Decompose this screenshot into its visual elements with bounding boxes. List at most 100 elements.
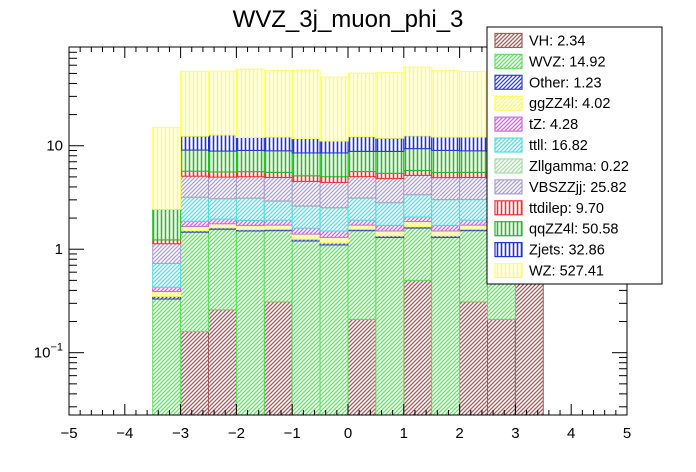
bar-vh-bin-1 (180, 331, 210, 416)
bar-ttll-bin-1 (180, 197, 210, 222)
bar-vbszzjj-bin-7 (347, 176, 377, 199)
bar-vh-bin-2 (208, 309, 237, 416)
x-tick-label: −5 (60, 425, 77, 442)
bar-wvz-bin-8 (375, 236, 405, 416)
bar-zjets-bin-4 (263, 136, 293, 152)
legend-swatch-tz (494, 116, 523, 132)
bar-ttdilep-bin-11 (459, 171, 489, 179)
bar-ttll-bin-9 (403, 194, 433, 218)
bar-zjets-bin-3 (235, 136, 265, 151)
bar-vh-bin-13 (514, 279, 544, 416)
bar-vbszzjj-bin-11 (459, 177, 489, 200)
bar-tz-bin-9 (403, 216, 433, 223)
bar-ttll-bin-2 (208, 198, 237, 220)
bar-ggzz4l-bin-11 (459, 224, 489, 230)
x-tick-label: 1 (400, 425, 408, 442)
bar-zjets-bin-2 (208, 134, 237, 152)
legend-swatch-wvz (494, 53, 523, 69)
bar-ttll-bin-11 (459, 199, 489, 221)
bar-zjets-bin-8 (375, 137, 405, 152)
bar-wz-bin-0 (152, 126, 182, 210)
bar-ttdilep-bin-3 (235, 171, 265, 178)
bar-qqzz4l-bin-0 (152, 208, 182, 241)
bar-ggzz4l-bin-10 (431, 230, 461, 237)
bar-vbszzjj-bin-6 (319, 181, 349, 209)
bar-qqzz4l-bin-3 (235, 149, 265, 173)
bar-tz-bin-7 (347, 219, 377, 226)
bar-tz-bin-4 (263, 219, 293, 226)
legend-label-zjets: Zjets: 32.86 (529, 243, 605, 259)
bar-wvz-bin-9 (403, 227, 433, 281)
bar-tz-bin-2 (208, 218, 237, 225)
bar-ggzz4l-bin-2 (208, 223, 237, 229)
bar-wz-bin-3 (235, 68, 265, 138)
bar-ttdilep-bin-9 (403, 169, 433, 176)
bar-wz-bin-5 (291, 69, 321, 140)
legend-label-qqzz4l: qqZZ4l: 50.58 (529, 222, 618, 238)
bar-vbszzjj-bin-1 (180, 175, 210, 198)
bar-zjets-bin-7 (347, 136, 377, 152)
chart-title: WVZ_3j_muon_phi_3 (233, 6, 464, 33)
bar-vh-bin-11 (459, 301, 489, 416)
legend-label-wvz: WVZ: 14.92 (529, 54, 606, 70)
legend-swatch-vbszzjj (494, 179, 523, 195)
bars-layer (152, 66, 544, 416)
legend-swatch-ggzz4l (494, 95, 523, 111)
bar-vbszzjj-bin-4 (263, 177, 293, 202)
legend-label-zllgamma: Zllgamma: 0.22 (529, 159, 629, 175)
y-axis: 10−1 1 10 (34, 46, 627, 408)
legend-swatch-wz (494, 262, 523, 279)
bar-zjets-bin-1 (180, 135, 210, 151)
bar-vbszzjj-bin-9 (403, 174, 433, 196)
bar-wvz-bin-5 (291, 240, 321, 416)
bar-zjets-bin-10 (431, 136, 461, 151)
bar-wvz-bin-11 (459, 230, 489, 303)
bar-ttll-bin-0 (152, 262, 182, 288)
bar-wvz-bin-2 (208, 228, 237, 311)
bar-wvz-bin-0 (152, 298, 182, 416)
legend-label-ttdilep: ttdilep: 9.70 (529, 201, 604, 217)
bar-ttdilep-bin-7 (347, 171, 377, 178)
legend-label-vh: VH: 2.34 (529, 33, 585, 49)
bar-tz-bin-1 (180, 220, 210, 227)
legend-swatch-ttll (494, 137, 523, 153)
bar-ttdilep-bin-5 (291, 175, 321, 182)
legend-label-vbszzjj: VBSZZjj: 25.82 (529, 180, 627, 196)
legend-box (486, 26, 663, 285)
x-tick-label: −2 (228, 425, 245, 442)
bar-ttdilep-bin-10 (431, 171, 461, 179)
legend-swatch-qqzz4l (494, 221, 523, 237)
bar-vbszzjj-bin-5 (291, 180, 321, 207)
bar-qqzz4l-bin-9 (403, 148, 433, 171)
bar-vh-bin-7 (347, 318, 377, 416)
bar-ggzz4l-bin-3 (235, 224, 265, 231)
bar-tz-bin-3 (235, 219, 265, 226)
bar-tz-bin-8 (375, 224, 405, 232)
bar-qqzz4l-bin-4 (263, 150, 293, 173)
bar-wvz-bin-1 (180, 231, 210, 333)
bar-ttdilep-bin-1 (180, 170, 210, 177)
x-tick-label: 3 (511, 425, 519, 442)
bar-vbszzjj-bin-10 (431, 177, 461, 201)
legend-swatch-zjets (494, 242, 523, 258)
bar-wz-bin-1 (180, 70, 210, 137)
bar-wvz-bin-6 (319, 244, 349, 416)
bar-wz-bin-11 (459, 71, 489, 138)
bar-qqzz4l-bin-1 (180, 149, 210, 172)
bar-ggzz4l-bin-6 (319, 236, 349, 244)
bar-ggzz4l-bin-0 (152, 291, 182, 297)
bar-qqzz4l-bin-8 (375, 150, 405, 174)
bar-vh-bin-12 (487, 318, 516, 416)
bar-zjets-bin-9 (403, 135, 433, 150)
bar-ttll-bin-7 (347, 197, 377, 221)
bar-ttll-bin-6 (319, 207, 349, 232)
y-tick-label: 10−1 (34, 342, 63, 362)
bar-ttdilep-bin-8 (375, 172, 405, 180)
legend-label-tz: tZ: 4.28 (529, 117, 578, 133)
bar-wz-bin-4 (263, 70, 293, 138)
bar-tz-bin-0 (152, 286, 182, 293)
bar-ggzz4l-bin-1 (180, 225, 210, 232)
bar-qqzz4l-bin-2 (208, 150, 237, 173)
x-tick-label: 0 (344, 425, 352, 442)
